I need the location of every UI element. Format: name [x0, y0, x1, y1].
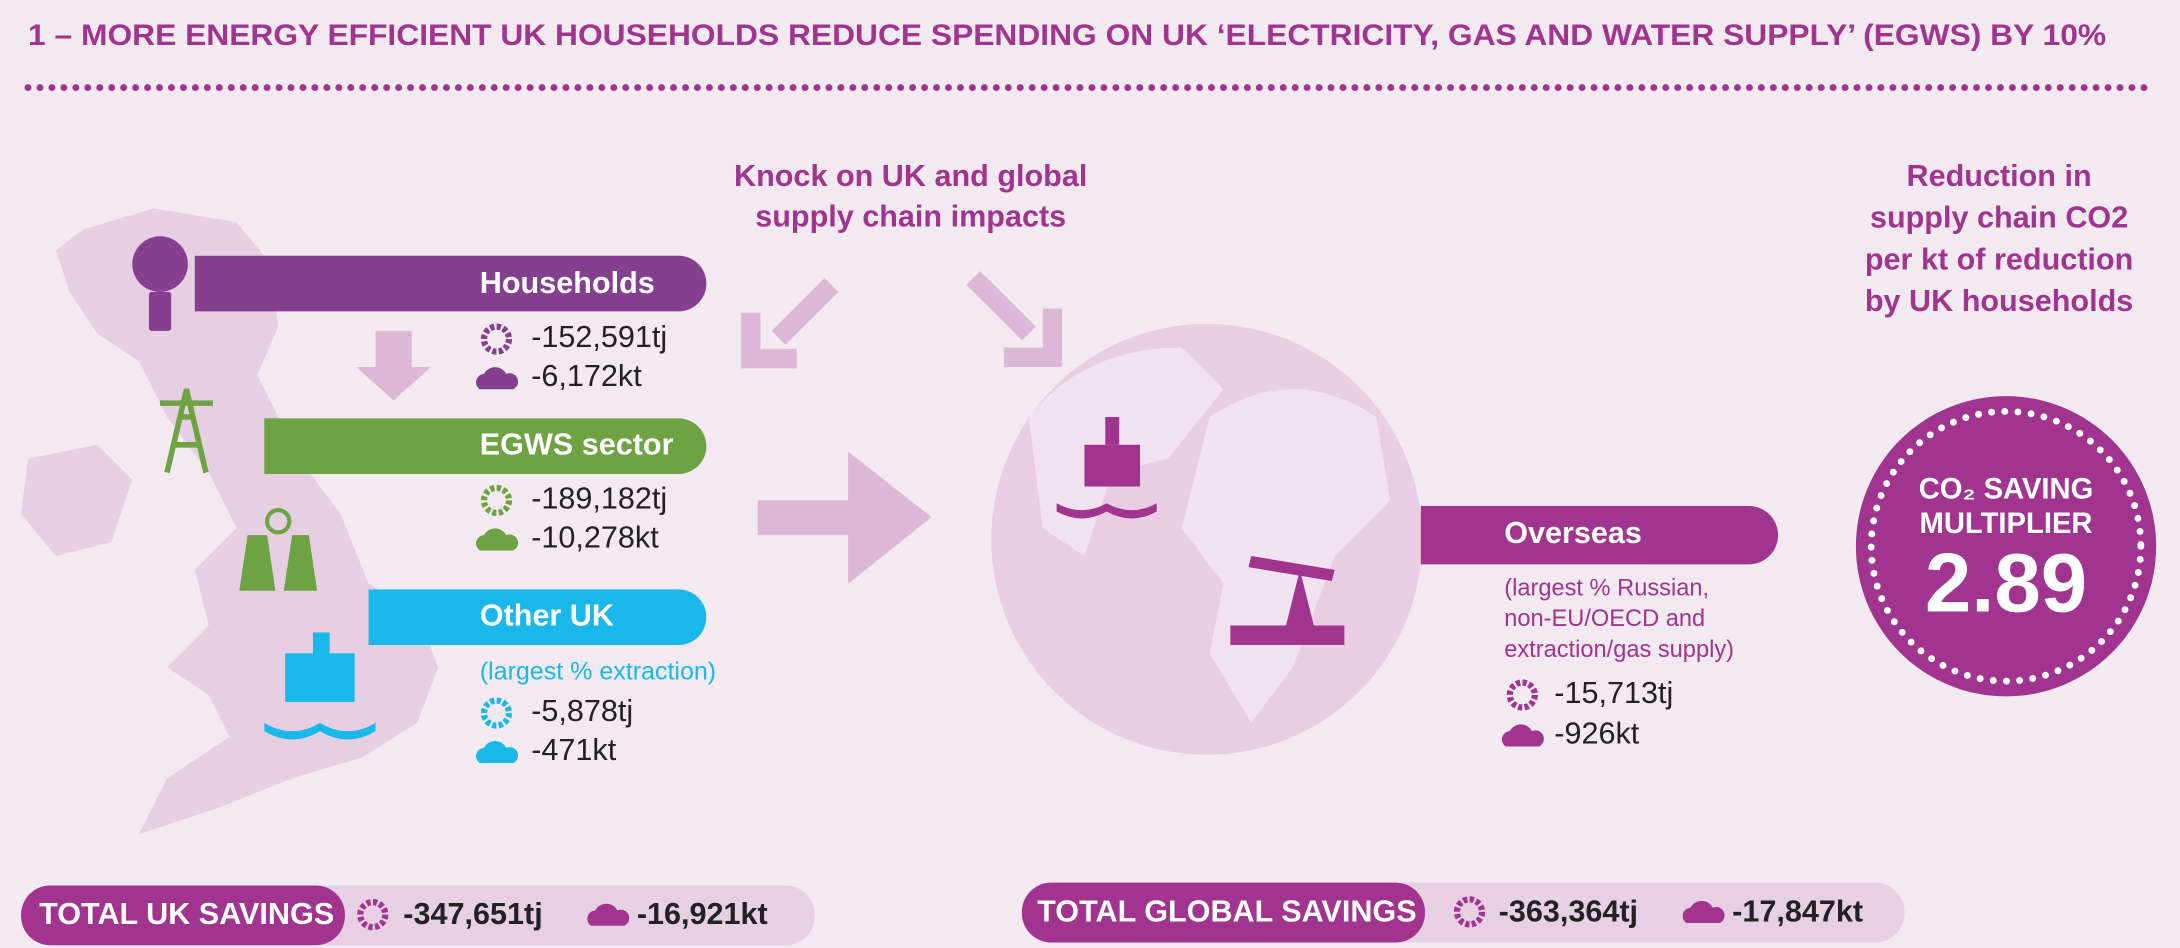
sector-label: Households — [480, 266, 655, 300]
overseas-note: (largest % Russian, — [1504, 576, 1709, 602]
households-bar — [194, 255, 707, 312]
rig-icon — [1056, 417, 1157, 519]
total-label-pill — [21, 885, 345, 946]
reduction-text: Reduction in — [1907, 159, 2092, 193]
diagonal-arrow — [741, 278, 839, 369]
big-arrow — [757, 451, 932, 584]
overseas-label: Overseas — [1504, 516, 1642, 550]
multiplier-label: CO₂ SAVING — [1919, 473, 2094, 505]
total-label: TOTAL GLOBAL SAVINGS — [1037, 894, 1416, 928]
multiplier-value: 2.89 — [1925, 536, 2087, 629]
energy-value: -5,878tj — [531, 694, 633, 728]
knock-on-text: Knock on UK and global — [734, 159, 1087, 193]
co2-value: -6,172kt — [531, 359, 642, 393]
pylon-icon — [160, 388, 213, 474]
energy-value: -15,713tj — [1554, 676, 1673, 710]
total-energy: -363,364tj — [1499, 894, 1638, 928]
power-station-icon — [239, 508, 318, 591]
multiplier-label: MULTIPLIER — [1920, 508, 2093, 540]
total-co2: -17,847kt — [1732, 894, 1863, 928]
diagonal-arrow — [966, 271, 1063, 367]
sector-label: EGWS sector — [480, 427, 674, 461]
co2-value: -926kt — [1554, 716, 1639, 750]
multiplier-badge — [1855, 396, 2157, 697]
total-co2: -16,921kt — [637, 897, 768, 931]
total-label: TOTAL UK SAVINGS — [39, 897, 334, 931]
egws-bar — [264, 418, 707, 474]
lightbulb-icon — [132, 236, 188, 331]
knock-on-text: supply chain impacts — [755, 199, 1066, 233]
down-arrow — [356, 330, 432, 401]
sector-label: Other UK — [480, 598, 614, 632]
title: 1 – MORE ENERGY EFFICIENT UK HOUSEHOLDS … — [28, 20, 2106, 52]
sector-note: (largest % extraction) — [480, 657, 716, 685]
total-energy: -347,651tj — [403, 897, 542, 931]
reduction-text: per kt of reduction — [1865, 242, 2133, 276]
rig-icon — [264, 632, 376, 740]
energy-value: -152,591tj — [531, 320, 667, 354]
overseas-note: extraction/gas supply) — [1504, 637, 1734, 663]
overseas-note: non-EU/OECD and — [1504, 606, 1705, 632]
co2-value: -471kt — [531, 733, 616, 767]
co2-value: -10,278kt — [531, 520, 659, 554]
pumpjack-icon — [1230, 556, 1345, 645]
reduction-text: supply chain CO2 — [1870, 201, 2128, 235]
energy-value: -189,182tj — [531, 481, 667, 515]
total-label-pill — [1021, 882, 1425, 943]
other-uk-bar — [368, 589, 707, 645]
overseas-bar — [1420, 505, 1779, 565]
reduction-text: by UK households — [1865, 284, 2133, 318]
badge-ring — [1867, 407, 2145, 685]
